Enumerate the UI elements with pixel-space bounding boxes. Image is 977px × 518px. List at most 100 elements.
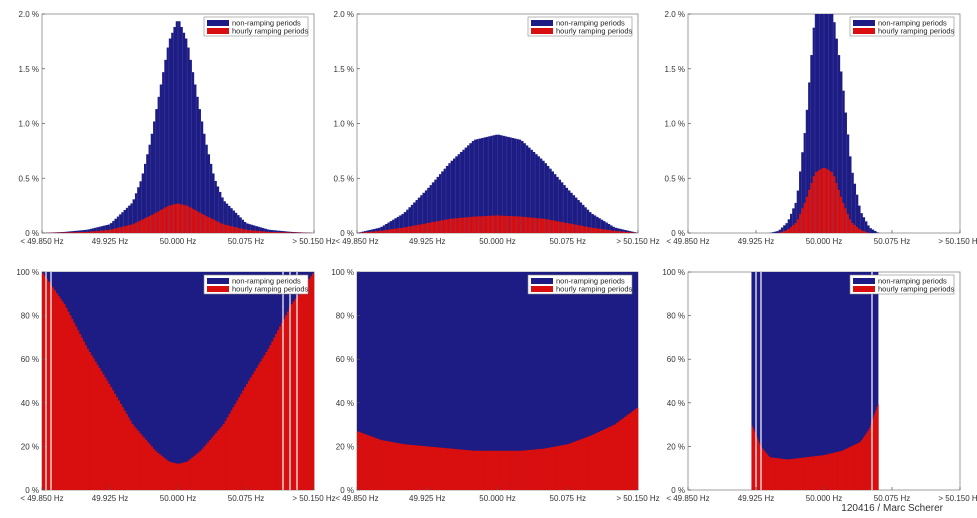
bar-hourly-ramping <box>66 232 70 233</box>
bar-hourly-ramping <box>837 451 839 490</box>
bar-hourly-ramping <box>831 453 833 490</box>
bar-hourly-ramping <box>799 213 802 233</box>
bar-hourly-ramping <box>385 440 388 490</box>
bar-hourly-ramping <box>551 447 554 490</box>
bar-hourly-ramping <box>605 428 609 490</box>
bar-hourly-ramping <box>865 433 867 490</box>
bar-hourly-ramping <box>425 446 428 490</box>
bar-hourly-ramping <box>563 444 567 490</box>
bar-hourly-ramping <box>605 229 608 233</box>
bar-hourly-ramping <box>787 459 789 490</box>
bar-hourly-ramping <box>607 229 611 233</box>
bar-hourly-ramping <box>767 455 769 490</box>
bar-hourly-ramping <box>226 417 229 490</box>
bar-hourly-ramping <box>252 230 256 233</box>
bar-hourly-ramping <box>373 437 376 490</box>
bar-hourly-ramping <box>69 315 72 490</box>
legend-box <box>527 16 633 37</box>
author-credit: 120416 / Marc Scherer <box>841 503 943 514</box>
bar-hourly-ramping <box>509 216 512 233</box>
bar-hourly-ramping <box>65 307 68 490</box>
bar-hourly-ramping <box>529 449 532 490</box>
x-tick-label: 50.000 Hz <box>160 237 196 246</box>
x-tick-label: 50.075 Hz <box>228 494 264 503</box>
bar-hourly-ramping <box>189 207 192 233</box>
bar-hourly-ramping <box>549 447 552 490</box>
bar-hourly-ramping <box>375 438 378 490</box>
legend-swatch-ramping <box>207 286 229 292</box>
bar-non-ramping <box>485 136 489 233</box>
bar-hourly-ramping <box>635 407 639 490</box>
bar-hourly-ramping <box>69 232 72 233</box>
bar-hourly-ramping <box>769 457 771 490</box>
bar-hourly-ramping <box>134 222 138 233</box>
bar-non-ramping <box>586 209 590 233</box>
legend-box <box>849 16 955 37</box>
bar-hourly-ramping <box>567 443 571 490</box>
bar-hourly-ramping <box>437 447 440 490</box>
bar-hourly-ramping <box>810 456 812 490</box>
bar-non-ramping <box>429 185 433 233</box>
bar-hourly-ramping <box>759 445 761 490</box>
bar-hourly-ramping <box>862 438 864 490</box>
bar-hourly-ramping <box>834 452 837 490</box>
bar-hourly-ramping <box>53 290 56 490</box>
bar-hourly-ramping <box>840 451 842 490</box>
bar-non-ramping <box>364 231 367 233</box>
bar-hourly-ramping <box>758 443 760 490</box>
bar-hourly-ramping <box>294 298 297 490</box>
bar-hourly-ramping <box>51 287 54 490</box>
legend-label: hourly ramping periods <box>556 285 633 294</box>
bar-hourly-ramping <box>588 227 592 233</box>
legend-label: hourly ramping periods <box>556 27 633 36</box>
bar-hourly-ramping <box>185 461 189 490</box>
bar-non-ramping <box>614 227 618 233</box>
bar-hourly-ramping <box>310 276 313 490</box>
bar-hourly-ramping <box>757 440 760 490</box>
bar-hourly-ramping <box>595 432 599 490</box>
bar-non-ramping <box>483 137 487 233</box>
bar-hourly-ramping <box>481 216 484 233</box>
bar-hourly-ramping <box>479 450 482 490</box>
bar-hourly-ramping <box>148 216 152 233</box>
bar-hourly-ramping <box>394 228 398 233</box>
bar-non-ramping <box>539 158 543 233</box>
bar-non-ramping <box>125 207 129 233</box>
bar-non-ramping <box>450 160 454 233</box>
bar-hourly-ramping <box>786 459 789 490</box>
bar-hourly-ramping <box>103 230 106 233</box>
bar-non-ramping <box>218 191 222 233</box>
bar-hourly-ramping <box>455 218 458 233</box>
bar-hourly-ramping <box>497 215 501 233</box>
bar-non-ramping <box>241 219 245 233</box>
bar-hourly-ramping <box>848 447 850 490</box>
bar-hourly-ramping <box>822 455 824 490</box>
bar-hourly-ramping <box>232 407 235 490</box>
bar-hourly-ramping <box>824 167 827 233</box>
x-tick-label: 49.925 Hz <box>738 237 774 246</box>
bar-hourly-ramping <box>751 425 753 490</box>
bar-hourly-ramping <box>855 226 859 233</box>
bar-non-ramping <box>560 182 564 233</box>
bar-non-ramping <box>810 55 813 233</box>
bar-non-ramping <box>787 219 791 233</box>
bar-hourly-ramping <box>253 371 257 490</box>
bar-non-ramping <box>860 213 863 233</box>
bar-hourly-ramping <box>860 441 862 490</box>
bar-hourly-ramping <box>457 449 460 490</box>
bar-hourly-ramping <box>168 205 172 233</box>
legend-swatch-non-ramping <box>853 278 875 284</box>
bar-hourly-ramping <box>143 437 146 490</box>
y-tick-label: 0 % <box>671 229 685 238</box>
bar-hourly-ramping <box>197 452 200 490</box>
x-tick-label: 49.925 Hz <box>738 494 774 503</box>
bar-hourly-ramping <box>805 196 809 233</box>
bar-hourly-ramping <box>268 231 272 233</box>
bar-non-ramping <box>66 231 70 233</box>
y-tick-label: 20 % <box>336 442 354 451</box>
bar-hourly-ramping <box>863 436 866 490</box>
bar-hourly-ramping <box>825 454 828 490</box>
y-tick-label: 1.0 % <box>334 120 354 129</box>
bar-hourly-ramping <box>777 458 779 490</box>
